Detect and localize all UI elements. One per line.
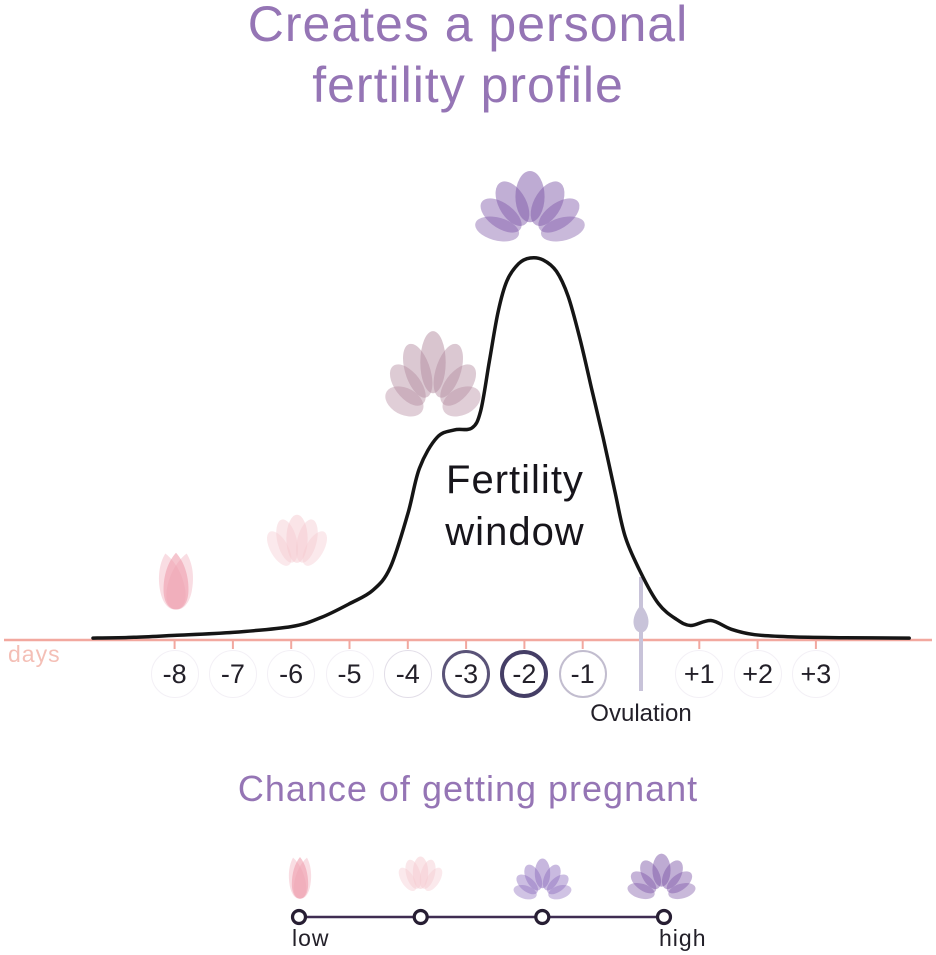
fertility-window-line-1: Fertility	[446, 458, 584, 502]
title-line-1: Creates a personal	[247, 0, 689, 52]
legend-flower-closed-bud-icon	[395, 856, 446, 894]
scale-high-label: high	[659, 925, 707, 951]
day-label: -8	[162, 658, 187, 689]
legend-title: Chance of getting pregnant	[237, 768, 699, 809]
day-label: -1	[570, 658, 595, 689]
day-label: -5	[337, 658, 362, 689]
flower-closed-bud-icon	[262, 514, 332, 570]
flower-lotus-full-icon	[471, 170, 589, 247]
legend-flower-lotus-full-icon	[625, 853, 698, 903]
chance-scale	[290, 908, 673, 926]
ovulation-marker	[633, 577, 649, 691]
day-circle-+2: +2	[733, 650, 782, 698]
day-label: -7	[220, 658, 245, 689]
scale-low-label: low	[292, 925, 330, 951]
day-circle--7: -7	[208, 650, 257, 698]
legend-flower-lotus-medium-icon	[511, 858, 574, 903]
day-label: -4	[395, 658, 420, 689]
day-label: +2	[742, 658, 773, 689]
day-circle--8: -8	[150, 650, 199, 698]
fertility-window-annotation: Fertility window	[365, 454, 665, 558]
scale-node	[534, 908, 551, 926]
ovulation-label: Ovulation	[590, 700, 692, 727]
legend-flower-single-petal-icon	[284, 856, 316, 901]
day-circle--2: -2	[500, 650, 549, 698]
axis-ticks	[173, 640, 817, 649]
ovulation-egg-icon	[633, 605, 649, 633]
page-title: Creates a personal fertility profile	[0, 0, 936, 116]
day-label: -3	[454, 658, 479, 689]
day-label: +3	[800, 658, 832, 689]
fertility-window-line-2: window	[445, 510, 585, 554]
title-line-2: fertility profile	[312, 57, 624, 113]
day-circle--1: -1	[558, 650, 607, 698]
day-label: -2	[512, 658, 537, 689]
day-circle--5: -5	[325, 650, 374, 698]
day-circle-+3: +3	[791, 650, 840, 698]
flower-single-petal-icon	[153, 551, 199, 612]
flower-lotus-medium-icon	[382, 331, 484, 423]
fertility-curve	[91, 255, 911, 640]
scale-node	[655, 908, 673, 926]
day-circle-+1: +1	[675, 650, 724, 698]
scale-node	[290, 908, 308, 926]
day-circle--6: -6	[267, 650, 316, 698]
axis-unit-label: days	[8, 641, 61, 667]
scale-node	[412, 908, 429, 926]
day-circle--4: -4	[383, 650, 432, 698]
day-label: +1	[683, 658, 715, 689]
day-label: -6	[279, 658, 304, 689]
day-circle--3: -3	[442, 650, 491, 698]
